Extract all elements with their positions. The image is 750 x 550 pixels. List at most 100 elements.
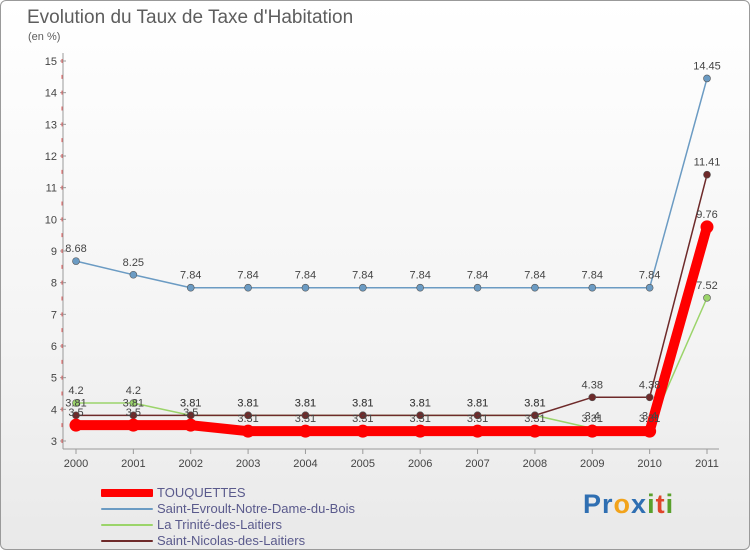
data-label: 7.84 (180, 270, 201, 282)
data-label: 3.5 (126, 407, 141, 419)
data-label: 4.38 (582, 379, 603, 391)
data-point (416, 283, 424, 292)
logo-letter: o (613, 489, 632, 519)
data-label: 3.81 (352, 397, 373, 409)
data-label: 3.81 (180, 397, 201, 409)
data-point (700, 220, 714, 234)
data-label: 3.5 (183, 407, 198, 419)
data-label: 7.84 (582, 270, 603, 282)
data-label: 14.45 (693, 60, 721, 72)
x-tick-label: 2006 (408, 458, 432, 470)
logo-letter: t (655, 489, 666, 519)
data-label: 7.84 (467, 270, 488, 282)
data-label: 3.31 (295, 413, 316, 425)
data-point (359, 283, 367, 292)
data-point (69, 418, 83, 432)
data-point (703, 294, 711, 302)
x-tick-label: 2004 (293, 458, 317, 470)
data-label: 3.31 (467, 413, 488, 425)
data-point (416, 411, 424, 420)
y-tick-label: 14 (45, 88, 57, 100)
data-point (72, 257, 80, 265)
x-tick-label: 2008 (523, 458, 547, 470)
data-point (413, 424, 427, 438)
legend-label-saint-evroult: Saint-Evroult-Notre-Dame-du-Bois (157, 501, 355, 516)
data-label: 3.5 (68, 407, 83, 419)
data-label: 3.81 (467, 397, 488, 409)
y-tick-label: 10 (45, 214, 57, 226)
proxiti-logo: Proxiti (583, 489, 674, 520)
data-point (528, 424, 542, 438)
data-point (129, 399, 138, 407)
data-label: 7.84 (295, 270, 316, 282)
data-label: 3.31 (524, 413, 545, 425)
data-point (531, 411, 539, 420)
data-label: 7.84 (639, 270, 660, 282)
data-label: 3.31 (352, 413, 373, 425)
data-label: 3.81 (237, 397, 258, 409)
legend-swatch-touquettes (101, 489, 153, 497)
y-tick-label: 13 (45, 119, 57, 131)
data-point (244, 411, 252, 420)
data-label: 3.31 (639, 413, 660, 425)
data-point (531, 283, 539, 292)
data-label: 11.41 (694, 157, 721, 169)
data-point (184, 418, 198, 432)
legend-swatch-saint-nicolas (101, 540, 153, 542)
data-label: 3.81 (524, 397, 545, 409)
y-tick-label: 11 (46, 183, 57, 195)
data-label: 3.81 (237, 397, 258, 409)
data-label: 3.4 (642, 410, 657, 422)
data-label: 8.68 (65, 243, 86, 255)
data-label: 4.38 (639, 379, 660, 391)
data-point (186, 283, 195, 292)
y-tick-label: 5 (51, 373, 57, 385)
data-label: 3.31 (582, 413, 603, 425)
data-point (703, 170, 711, 179)
data-label: 3.81 (352, 397, 373, 409)
data-label: 3.81 (524, 397, 545, 409)
y-tick-label: 9 (51, 246, 57, 258)
data-label: 3.4 (585, 410, 600, 422)
data-point (703, 74, 711, 83)
y-tick-label: 7 (51, 309, 57, 321)
x-tick-label: 2002 (178, 458, 202, 470)
y-tick-label: 4 (51, 404, 57, 416)
data-label: 7.84 (237, 270, 258, 282)
series-line-3 (76, 225, 712, 437)
data-point (72, 399, 80, 407)
data-label: 4.2 (68, 385, 83, 397)
data-point (301, 411, 310, 420)
legend-label-saint-nicolas: Saint-Nicolas-des-Laitiers (157, 533, 306, 548)
y-tick-label: 8 (51, 278, 57, 290)
data-label: 3.31 (409, 413, 430, 425)
y-tick-label: 3 (51, 436, 57, 448)
x-tick-label: 2011 (695, 458, 719, 470)
data-label: 9.76 (696, 209, 717, 221)
data-label: 3.81 (180, 397, 201, 409)
y-tick-label: 12 (45, 151, 57, 163)
series-line-1 (76, 297, 708, 430)
data-label: 3.31 (237, 413, 258, 425)
data-label: 3.81 (295, 397, 316, 409)
data-point (471, 424, 485, 438)
y-tick-label: 6 (51, 341, 57, 353)
legend-swatch-saint-evroult (101, 508, 153, 510)
logo-letter: i (665, 489, 675, 519)
series-line-0 (75, 78, 708, 289)
data-label: 8.25 (123, 257, 144, 269)
x-tick-label: 2000 (64, 458, 88, 470)
data-point (473, 411, 482, 420)
data-point (585, 424, 599, 438)
logo-letter: P (583, 489, 603, 519)
data-point (244, 283, 252, 292)
data-point (359, 411, 367, 420)
data-label: 3.81 (409, 397, 430, 409)
data-point (356, 424, 370, 438)
data-point (643, 424, 657, 438)
x-tick-label: 2010 (637, 458, 661, 470)
x-tick-label: 2003 (236, 458, 260, 470)
data-label: 3.81 (65, 397, 86, 409)
data-point (473, 283, 482, 292)
data-label: 7.84 (409, 270, 430, 282)
